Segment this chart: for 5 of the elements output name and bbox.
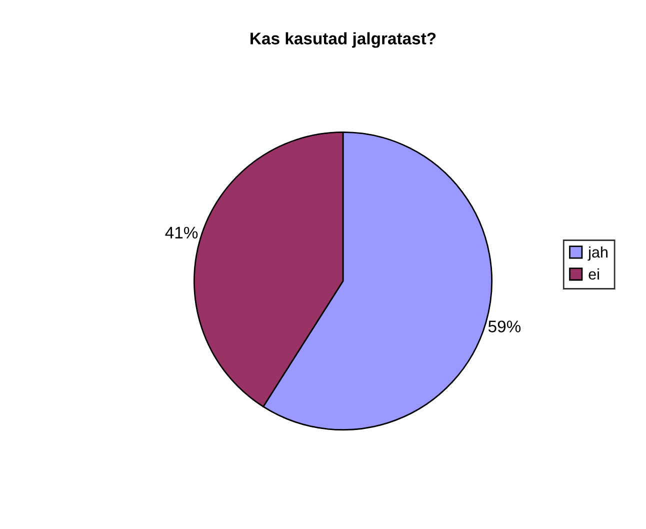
legend-label: jah: [588, 246, 608, 261]
data-label: 59%: [488, 320, 521, 332]
legend-label: ei: [588, 268, 599, 280]
data-label: 41%: [165, 226, 198, 238]
chart-title: Kas kasutad jalgratast?: [250, 32, 436, 48]
